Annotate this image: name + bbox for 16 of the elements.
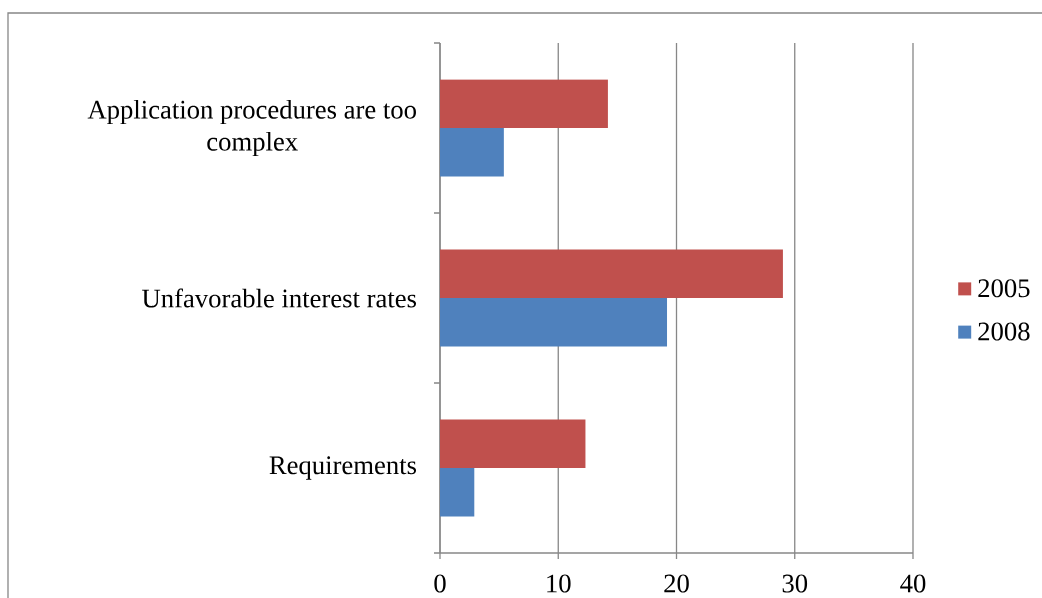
x-tick-label: 40 [900,574,926,593]
x-tick-label: 20 [664,574,689,593]
legend-label: 2005 [978,279,1030,298]
bar [440,128,504,177]
bar [440,298,668,347]
legend-label: 2008 [978,322,1030,341]
x-tick-label: 30 [782,574,808,593]
bar [440,468,475,517]
x-tick-label: 10 [547,574,571,593]
bar [440,249,783,298]
y-tick-label: Unfavorable interest rates [142,288,417,308]
y-tick-label: Requirements [269,456,417,480]
x-tick-label: 0 [434,574,446,593]
y-tick-label: Application procedures are too complex [87,99,416,157]
bar [440,79,608,128]
bar [440,419,586,468]
